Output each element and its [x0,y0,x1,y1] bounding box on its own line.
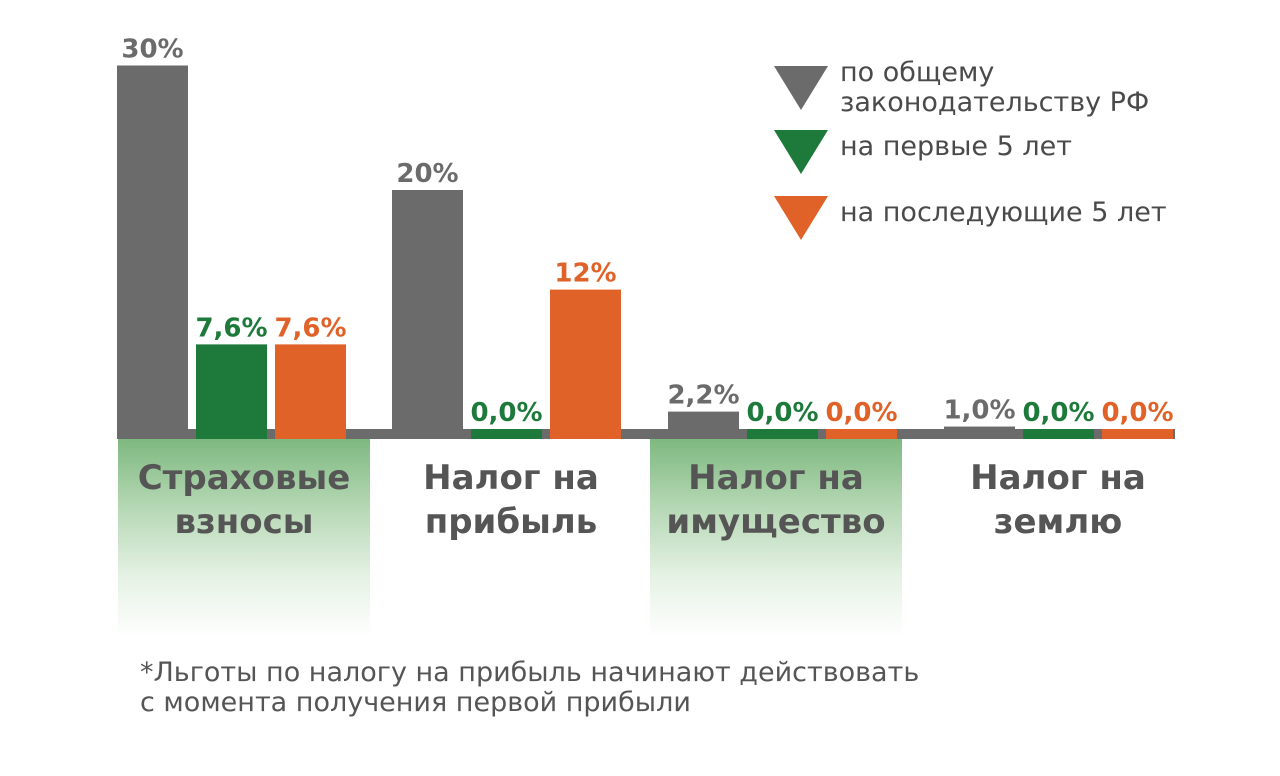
bar-s2-c2 [471,429,542,439]
data-label-s1-c3: 2,2% [667,381,739,411]
bar-s3-c2 [550,289,621,439]
x-axis-line [117,429,1175,439]
bar-s1-c3 [668,411,739,439]
bar-s3-c4 [1102,429,1173,439]
bar-s1-c2 [392,190,463,439]
data-label-s2-c3: 0,0% [746,398,818,428]
legend-marker-next-5-years [774,196,828,240]
bar-s3-c3 [826,429,897,439]
data-label-s1-c2: 20% [396,159,458,189]
data-label-s3-c4: 0,0% [1101,398,1173,428]
footnote: *Льготы по налогу на прибыль начинают де… [140,657,920,718]
category-band-1 [118,438,370,638]
data-label-s3-c1: 7,6% [274,313,346,343]
bar-s1-c4 [944,426,1015,439]
data-label-s3-c2: 12% [554,259,616,289]
bar-s2-c1 [196,344,267,439]
category-label-1: Страховые взносы [137,458,351,542]
legend-item-first-5-years: на первые 5 лет [770,128,1270,192]
category-label-3: Налог на имущество [666,458,886,542]
category-label-2: Налог на прибыль [423,458,599,542]
bar-s1-c1 [117,65,188,439]
data-label-s3-c3: 0,0% [825,398,897,428]
legend-marker-general [774,66,828,110]
legend-label-first-5-years: на первые 5 лет [840,131,1072,162]
data-label-s2-c4: 0,0% [1022,398,1094,428]
legend-marker-first-5-years [774,130,828,174]
category-band-3 [650,438,902,638]
legend-item-next-5-years: на последующие 5 лет [770,194,1270,258]
bar-s2-c3 [747,429,818,439]
bar-s3-c1 [275,344,346,439]
legend-item-general: по общему законодательству РФ [770,56,1270,120]
bar-s2-c4 [1023,429,1094,439]
legend-label-next-5-years: на последующие 5 лет [840,197,1167,228]
data-label-s1-c4: 1,0% [943,396,1015,426]
data-label-s2-c2: 0,0% [470,398,542,428]
data-label-s1-c1: 30% [121,35,183,65]
legend-label-general: по общему законодательству РФ [840,57,1150,118]
category-label-4: Налог на землю [970,458,1146,542]
data-label-s2-c1: 7,6% [195,313,267,343]
